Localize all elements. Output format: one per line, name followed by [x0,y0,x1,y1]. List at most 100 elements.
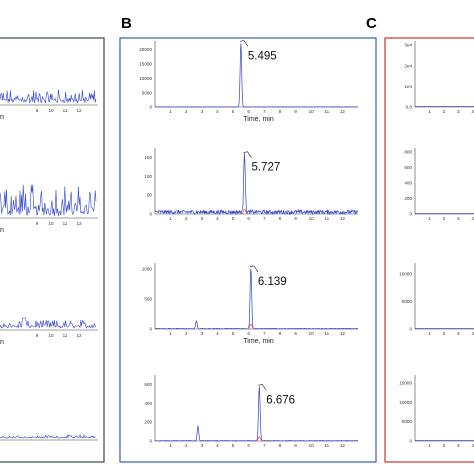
x-tick-label: 1 [169,216,172,221]
integration-baseline [256,436,263,442]
x-tick-label: 10 [309,109,315,114]
x-tick-label: 9 [36,333,39,338]
y-tick-label: 1000 [142,267,153,272]
x-tick-label: 1 [428,109,431,114]
x-tick-label: 11 [324,109,329,114]
x-tick-label: 2 [185,331,188,336]
panel-a-trace-3: 9 10 11 12 n [0,317,98,346]
x-tick-label: 5 [232,331,235,336]
x-tick-label: 7 [263,109,266,114]
y-tick-label: 50 [147,193,153,198]
x-tick-label: 9 [294,331,297,336]
trace-line [154,269,359,330]
y-tick-label: 800 [404,149,412,154]
x-tick-label: 11 [324,216,329,221]
x-tick-label: 12 [76,108,82,113]
x-tick-label: 5 [232,216,235,221]
x-tick-label: 8 [279,109,282,114]
x-tick-label: 3 [201,216,204,221]
x-tick-label: 9 [36,108,39,113]
y-tick-label: 5000 [402,419,413,424]
y-tick-label: 0 [149,105,152,110]
panel-c-border [384,37,474,463]
x-tick-label: 6 [247,331,250,336]
trace-line [0,89,97,104]
x-tick-label: 1 [428,216,431,221]
x-tick-label: 11 [324,443,329,448]
x-tick-label: 11 [63,108,68,113]
trace-line [154,153,359,216]
x-tick-label: 10 [309,443,315,448]
y-tick-label: 3e4 [404,43,412,48]
panel-a-border [0,37,105,463]
y-tick-label: 200 [404,196,412,201]
x-tick-label: 2 [185,443,188,448]
panel-a-trace-1: 9 10 11 12 n [0,89,98,121]
x-tick-label: 1 [428,331,431,336]
panel-b-letter: B [121,15,132,32]
x-tick-label: 7 [263,216,266,221]
x-tick-label: 11 [63,333,68,338]
x-tick-label: 4 [216,331,219,336]
y-tick-label: 600 [404,165,412,170]
y-tick-label: 2e4 [404,63,412,68]
x-tick-label: 1 [169,331,172,336]
x-tick-label: 1 [169,443,172,448]
x-tick-label: 7 [263,331,266,336]
x-tick-label: 12 [340,331,346,336]
peak-leader [239,40,249,47]
x-axis-title-fragment: n [0,227,4,234]
y-tick-label: 400 [144,401,152,406]
x-tick-label: 1 [169,109,172,114]
y-tick-label: 0 [409,327,412,332]
x-tick-label: 1 [428,443,431,448]
x-tick-label: 8 [279,443,282,448]
x-tick-label: 10 [309,331,315,336]
y-tick-label: 0 [149,212,152,217]
y-tick-label: 15000 [139,62,152,67]
x-tick-label: 4 [471,443,474,448]
x-tick-label: 11 [63,221,68,226]
x-tick-label: 2 [443,216,446,221]
x-tick-label: 4 [216,109,219,114]
panel-c-trace-3: 0 5000 10000 1 2 3 4 [399,263,474,336]
y-tick-label: 10000 [139,76,152,81]
x-tick-label: 3 [457,216,460,221]
x-tick-label: 3 [457,109,460,114]
y-tick-label: 200 [144,420,152,425]
x-tick-label: 4 [471,109,474,114]
x-tick-label: 10 [48,221,54,226]
x-tick-label: 12 [340,216,346,221]
peak-retention-label: 5.495 [248,50,277,62]
x-tick-label: 10 [309,216,315,221]
x-axis-title-fragment: n [0,114,4,121]
integration-baseline [247,323,255,330]
x-tick-label: 7 [263,443,266,448]
x-tick-label: 10 [48,108,54,113]
panel-c-trace-4: 0 5000 10000 15000 1 2 3 4 [399,375,474,448]
trace-line [0,184,97,216]
panel-c-letter: C [366,15,377,32]
y-tick-label: 0 [149,327,152,332]
x-tick-label: 2 [443,331,446,336]
x-tick-label: 9 [294,443,297,448]
panel-a-trace-2: 9 10 11 12 n [0,184,98,234]
y-tick-label: 150 [144,155,152,160]
y-tick-label: 0 [409,439,412,444]
x-tick-label: 6 [247,443,250,448]
x-tick-label: 12 [340,109,346,114]
y-tick-label: 10000 [399,400,412,405]
x-tick-label: 8 [279,216,282,221]
x-tick-label: 4 [471,331,474,336]
x-tick-label: 5 [232,443,235,448]
trace-line [154,386,359,442]
x-tick-label: 3 [457,443,460,448]
y-tick-label: 400 [404,181,412,186]
x-tick-label: 6 [247,109,250,114]
